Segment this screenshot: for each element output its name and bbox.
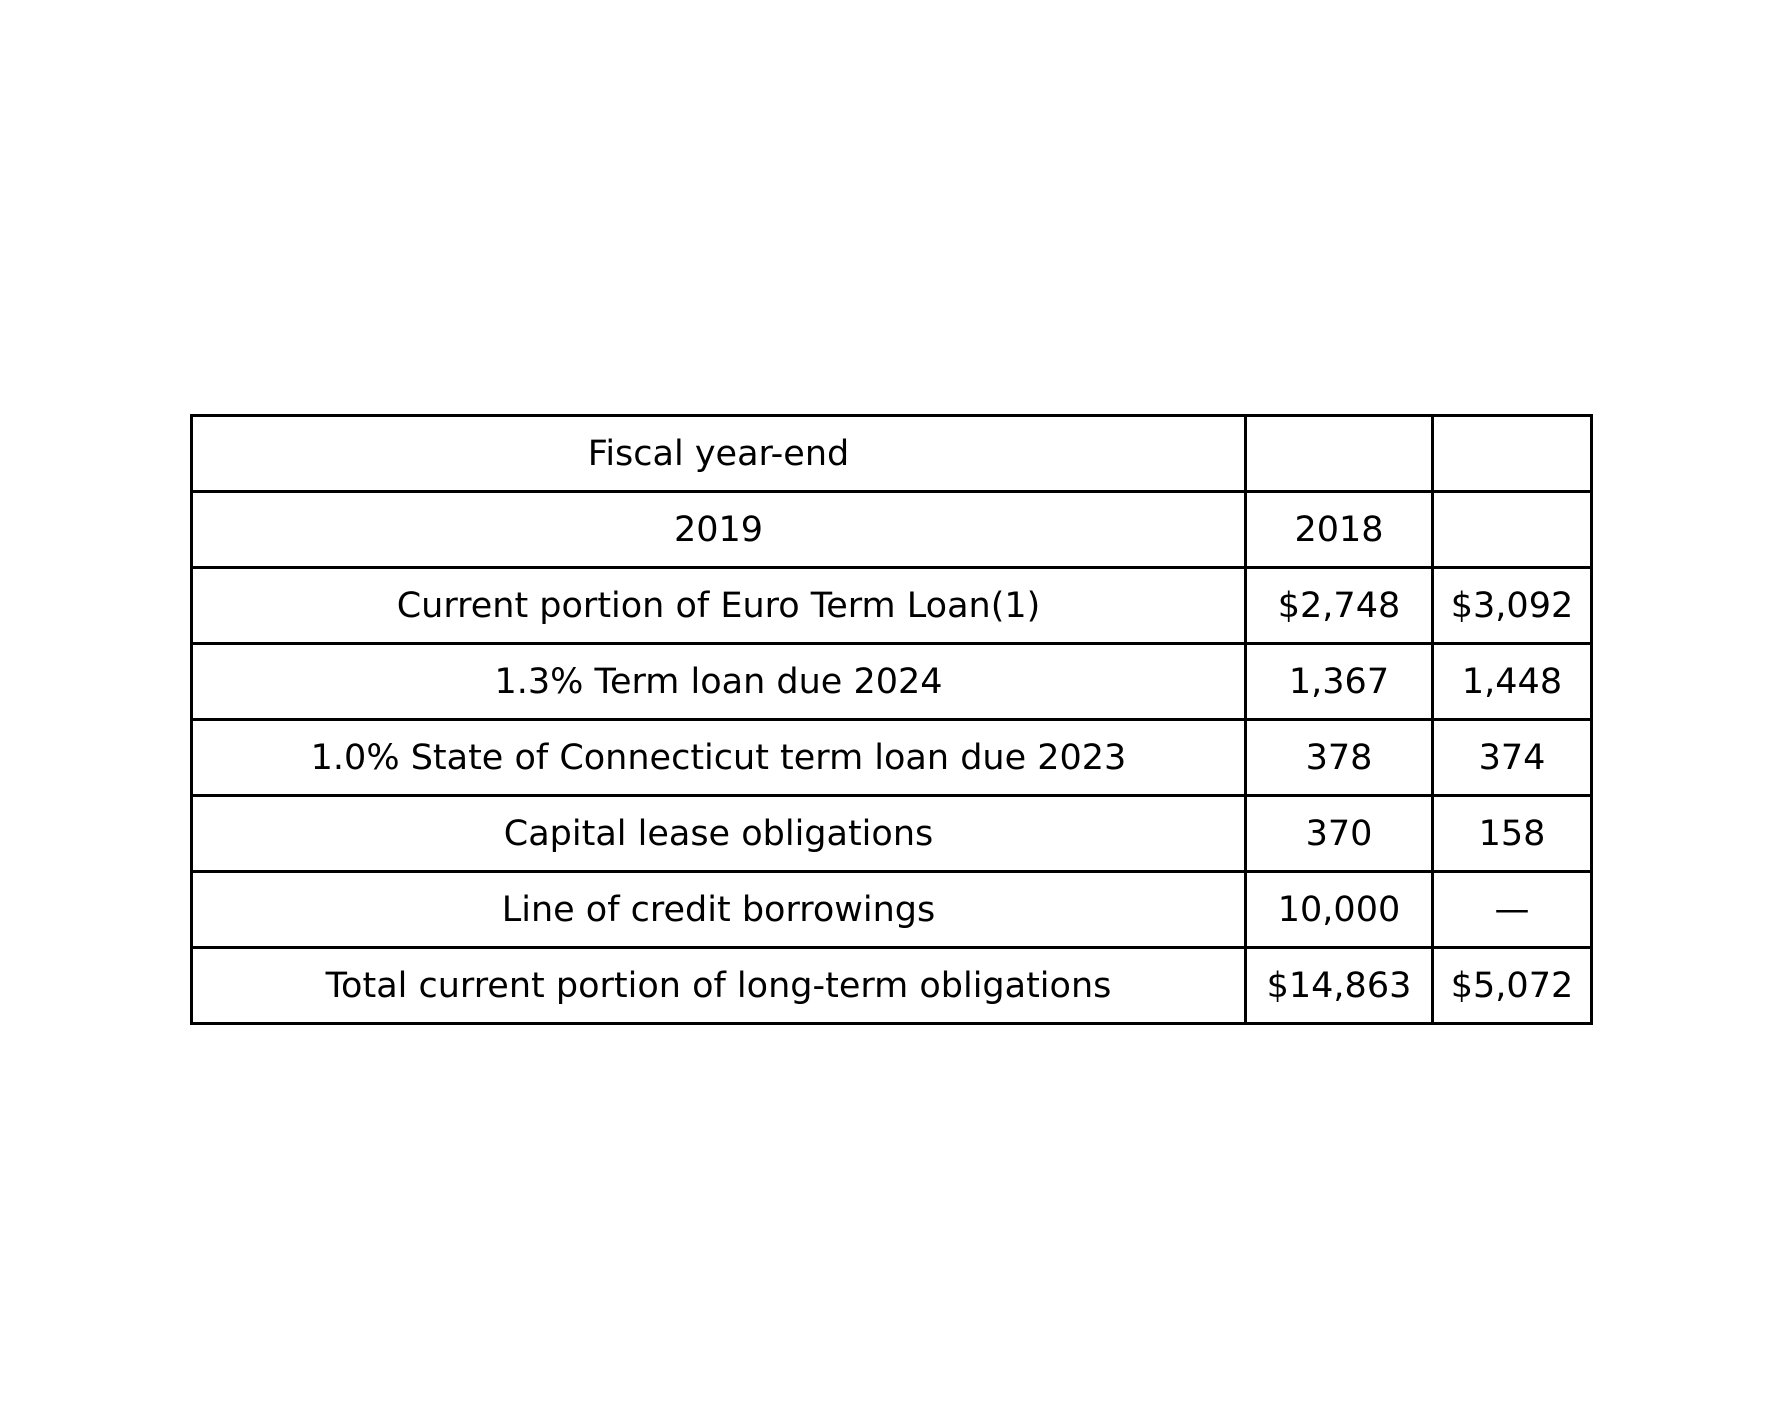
table-cell: [1431, 490, 1593, 569]
table-cell: [1431, 414, 1593, 493]
table-cell: 2019: [190, 490, 1247, 569]
table-row: Line of credit borrowings 10,000 —: [190, 870, 1593, 949]
table-cell: Fiscal year-end: [190, 414, 1247, 493]
table-cell: 1,448: [1431, 642, 1593, 721]
table-cell: 374: [1431, 718, 1593, 797]
table-row: Capital lease obligations 370 158: [190, 794, 1593, 873]
table-cell: Current portion of Euro Term Loan(1): [190, 566, 1247, 645]
table-row: Current portion of Euro Term Loan(1) $2,…: [190, 566, 1593, 645]
table-cell: $2,748: [1244, 566, 1434, 645]
table-cell: 2018: [1244, 490, 1434, 569]
table-cell: 1.0% State of Connecticut term loan due …: [190, 718, 1247, 797]
table-cell: Capital lease obligations: [190, 794, 1247, 873]
table-cell: $3,092: [1431, 566, 1593, 645]
table-cell: [1244, 414, 1434, 493]
table-cell: 1.3% Term loan due 2024: [190, 642, 1247, 721]
table-cell: Line of credit borrowings: [190, 870, 1247, 949]
table-row: 1.0% State of Connecticut term loan due …: [190, 718, 1593, 797]
table-cell: 1,367: [1244, 642, 1434, 721]
table-cell: 370: [1244, 794, 1434, 873]
table-row: Total current portion of long-term oblig…: [190, 946, 1593, 1025]
table-cell: 10,000: [1244, 870, 1434, 949]
table-cell: 378: [1244, 718, 1434, 797]
table-cell: —: [1431, 870, 1593, 949]
obligations-table: Fiscal year-end 2019 2018 Current portio…: [190, 414, 1593, 1025]
table-container: Fiscal year-end 2019 2018 Current portio…: [190, 414, 1593, 1025]
table-cell: 158: [1431, 794, 1593, 873]
table-row: Fiscal year-end: [190, 414, 1593, 493]
table-cell: Total current portion of long-term oblig…: [190, 946, 1247, 1025]
table-cell: $14,863: [1244, 946, 1434, 1025]
table-cell: $5,072: [1431, 946, 1593, 1025]
table-row: 1.3% Term loan due 2024 1,367 1,448: [190, 642, 1593, 721]
table-row: 2019 2018: [190, 490, 1593, 569]
